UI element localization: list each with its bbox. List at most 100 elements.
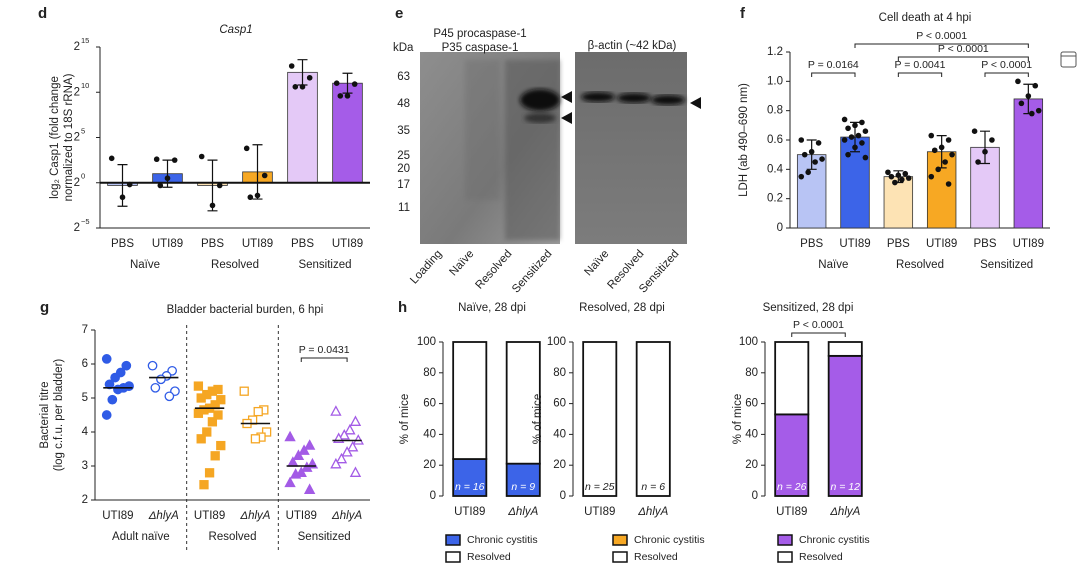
data-point [330, 457, 342, 469]
legend-label: Resolved [634, 551, 678, 563]
data-point [845, 151, 851, 158]
panel-label: g [40, 299, 49, 316]
lane-label: Sensitized [510, 248, 554, 295]
x-tick-label: ΔhlyA [331, 510, 362, 522]
y-tick-label: 40 [423, 428, 436, 440]
x-tick-label: ΔhlyA [507, 506, 538, 518]
data-point [344, 93, 351, 99]
legend-swatch [777, 534, 793, 546]
bar [1013, 98, 1044, 229]
y-tick-label: 60 [553, 398, 566, 410]
y-tick-label: 2 [82, 494, 88, 506]
y-tick-label: 20 [745, 459, 758, 471]
icon-frame [1060, 51, 1077, 68]
comparison-label: P < 0.0001 [793, 319, 844, 331]
data-point [210, 451, 220, 461]
y-tick-label: 80 [745, 367, 758, 379]
legend-label: Chronic cystitis [799, 534, 870, 546]
data-point [928, 132, 935, 139]
y-tick-label: 2 [74, 177, 80, 189]
data-point [935, 166, 941, 173]
y-tick-label: 100 [417, 336, 436, 348]
x-tick-label: ΔhlyA [239, 510, 270, 522]
comparison-bracket [897, 56, 1029, 61]
data-point [292, 449, 305, 460]
blot-band [651, 95, 685, 105]
lane-label: Naïve [447, 248, 476, 278]
y-tick-label: 1.2 [767, 46, 783, 58]
data-point [905, 175, 912, 181]
x-tick-label: UTI89 [332, 238, 363, 250]
data-point [975, 159, 981, 165]
legend-swatch [777, 551, 793, 563]
data-point [798, 173, 805, 180]
chart-title: Naïve, 28 dpi [458, 302, 526, 314]
marker-label: 48 [397, 98, 410, 110]
bar-segment [582, 341, 618, 497]
error-bar [252, 144, 263, 200]
data-point [859, 140, 865, 146]
y-tick-label: 0.6 [767, 134, 783, 146]
unit-label: kDa [393, 42, 414, 54]
x-tick-label: PBS [800, 238, 823, 250]
bar-segment [774, 413, 810, 497]
data-point [808, 148, 815, 155]
x-tick-label: PBS [291, 238, 314, 250]
legend-label: Chronic cystitis [634, 534, 705, 546]
y-tick-label: 7 [82, 324, 88, 336]
x-tick-label: ΔhlyA [829, 506, 860, 518]
legend-swatch [612, 534, 628, 546]
y-tick-label: 2 [74, 41, 80, 53]
n-label: n = 12 [831, 481, 861, 493]
data-point [107, 394, 118, 405]
y-axis-label: LDH (ab 490–690 nm) [738, 83, 750, 197]
group-label: Resolved [209, 531, 257, 543]
data-point [928, 173, 935, 180]
data-point [193, 381, 204, 391]
x-tick-label: UTI89 [454, 506, 485, 518]
marker-label: 63 [397, 71, 410, 83]
y-tick-exponent: 5 [81, 126, 85, 135]
data-point [108, 155, 115, 162]
data-point [859, 119, 865, 126]
y-tick-label: 0 [752, 490, 758, 502]
blot-header: P45 procaspase-1 [433, 28, 526, 40]
group-label: Sensitized [298, 531, 351, 543]
n-label: n = 6 [641, 481, 665, 493]
legend-swatch [612, 551, 628, 563]
x-tick-label: UTI89 [152, 238, 183, 250]
data-point [113, 384, 123, 395]
group-label: Resolved [896, 259, 944, 271]
data-point [196, 393, 206, 403]
panel-label: d [38, 5, 47, 22]
chart-title: Bladder bacterial burden, 6 hpi [167, 304, 324, 316]
y-tick-label: 0.8 [767, 105, 783, 117]
y-tick-label: 100 [739, 336, 758, 348]
data-point [852, 122, 858, 129]
data-point [303, 483, 316, 494]
x-tick-label: PBS [887, 238, 910, 250]
y-tick-label: 0 [777, 222, 783, 234]
data-point [819, 156, 825, 162]
data-point [341, 446, 353, 457]
data-point [243, 145, 250, 152]
panel-label: e [395, 5, 403, 22]
x-tick-label: PBS [973, 238, 996, 250]
marker-label: 11 [398, 202, 410, 214]
data-point [284, 476, 296, 488]
data-point [196, 434, 206, 444]
data-point [344, 423, 356, 435]
x-tick-label: PBS [111, 238, 134, 250]
y-axis-label: normalized to 18S rRNA) [63, 73, 75, 201]
blot-band [524, 113, 556, 123]
group-label: Naïve [818, 259, 848, 271]
data-point [351, 81, 358, 87]
data-point [899, 176, 905, 183]
blot-header: P35 caspase-1 [442, 42, 519, 54]
y-tick-label: 2 [74, 222, 80, 234]
data-point [848, 134, 855, 140]
data-point [942, 159, 948, 165]
n-label: n = 16 [455, 481, 485, 493]
x-tick-label: ΔhlyA [637, 506, 668, 518]
data-point [301, 461, 313, 472]
